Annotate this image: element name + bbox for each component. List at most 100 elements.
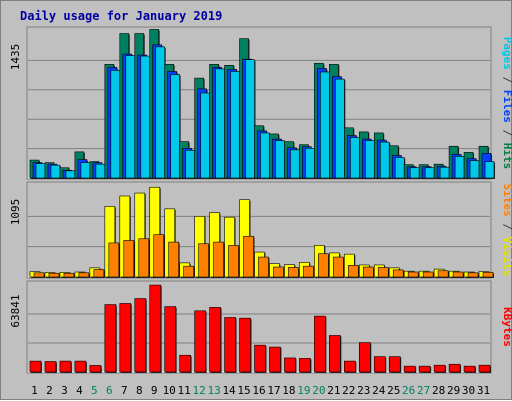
- bar-sites-day-3: [63, 272, 75, 278]
- bar-pages-day-28: [439, 166, 450, 179]
- bar-pages-day-1: [35, 163, 46, 179]
- bar-kbytes-day-30: [463, 365, 476, 373]
- x-tick-label-day-17: 17: [267, 384, 280, 397]
- x-tick-label-day-31: 31: [477, 384, 490, 397]
- bar-pages-day-8: [140, 55, 151, 179]
- bar-sites-day-7: [123, 240, 135, 278]
- bar-sites-day-6: [108, 242, 120, 278]
- bar-kbytes-day-6: [104, 304, 117, 373]
- bar-pages-day-22: [350, 137, 360, 179]
- legend-entry: Sites: [501, 184, 512, 217]
- bar-pages-day-20: [320, 71, 330, 179]
- x-tick-label-day-16: 16: [252, 384, 265, 397]
- bar-pages-day-6: [110, 70, 121, 179]
- bar-kbytes-day-14: [224, 317, 236, 373]
- x-tick-label-day-23: 23: [357, 384, 370, 397]
- x-tick-label-day-13: 13: [207, 384, 220, 397]
- chart-title: Daily usage for January 2019: [20, 9, 222, 23]
- bar-kbytes-day-21: [329, 335, 341, 373]
- bar-sites-day-24: [377, 267, 389, 278]
- bar-pages-day-2: [50, 164, 61, 179]
- bar-sites-day-25: [392, 269, 404, 278]
- bar-kbytes-day-29: [448, 363, 461, 373]
- x-tick-label-day-19: 19: [297, 384, 310, 397]
- bar-sites-day-16: [258, 256, 269, 278]
- legend-entry: KBytes: [501, 307, 512, 347]
- bar-kbytes-day-1: [29, 360, 42, 373]
- x-tick-label-day-22: 22: [342, 384, 355, 397]
- x-tick-label-day-10: 10: [163, 384, 176, 397]
- bar-pages-day-3: [65, 170, 76, 179]
- legend-entry: /: [501, 70, 512, 90]
- bar-kbytes-day-9: [149, 284, 162, 373]
- bar-sites-day-22: [348, 265, 359, 278]
- bar-sites-day-11: [183, 265, 194, 278]
- bar-pages-day-10: [170, 74, 181, 179]
- bar-kbytes-day-5: [89, 365, 102, 373]
- bar-pages-day-19: [305, 147, 315, 179]
- bar-sites-day-1: [33, 272, 45, 278]
- legend-entry: Hits: [501, 143, 512, 170]
- bar-pages-day-5: [95, 163, 106, 179]
- x-tick-label-day-2: 2: [46, 384, 53, 397]
- bar-kbytes-day-19: [299, 358, 311, 373]
- bar-pages-day-25: [394, 157, 405, 179]
- x-tick-label-day-28: 28: [432, 384, 445, 397]
- x-tick-label-day-29: 29: [447, 384, 460, 397]
- bar-pages-day-11: [185, 150, 195, 179]
- x-tick-label-day-1: 1: [31, 384, 38, 397]
- bar-sites-day-18: [288, 267, 299, 278]
- bar-kbytes-day-8: [134, 298, 147, 373]
- x-tick-label-day-18: 18: [282, 384, 295, 397]
- panel-hits-legend: Pages / Files / Hits: [501, 37, 512, 170]
- bar-sites-day-20: [318, 253, 329, 278]
- x-tick-label-day-6: 6: [106, 384, 113, 397]
- legend-entry: Files: [501, 90, 512, 123]
- bar-pages-day-4: [80, 162, 91, 179]
- bar-kbytes-day-23: [358, 342, 371, 373]
- bar-sites-day-17: [273, 266, 284, 278]
- bar-kbytes-day-4: [74, 360, 87, 373]
- x-tick-label-day-7: 7: [121, 384, 128, 397]
- bar-sites-day-23: [362, 266, 374, 278]
- bar-sites-day-21: [333, 256, 344, 278]
- x-tick-label-day-11: 11: [178, 384, 191, 397]
- bar-pages-day-24: [379, 141, 390, 179]
- bar-sites-day-27: [422, 271, 434, 278]
- bar-kbytes-day-2: [44, 361, 57, 373]
- bar-pages-day-30: [469, 160, 480, 179]
- legend-entry: /: [501, 123, 512, 143]
- legend-entry: Pages: [501, 37, 512, 70]
- legend-entry: Visits: [501, 237, 512, 277]
- bar-sites-day-9: [153, 234, 165, 278]
- x-tick-label-day-27: 27: [417, 384, 430, 397]
- bar-kbytes-day-10: [164, 306, 177, 373]
- bar-sites-day-29: [452, 271, 464, 278]
- bar-kbytes-day-25: [388, 356, 401, 373]
- bar-pages-day-17: [275, 140, 285, 179]
- bar-kbytes-day-12: [194, 310, 206, 373]
- bar-sites-day-30: [467, 272, 479, 278]
- bar-sites-day-8: [138, 238, 150, 278]
- bar-pages-day-14: [230, 71, 240, 179]
- bar-kbytes-day-15: [239, 317, 251, 373]
- bar-kbytes-day-3: [59, 360, 72, 373]
- x-tick-label-day-20: 20: [312, 384, 325, 397]
- bar-kbytes-day-22: [344, 360, 356, 373]
- bar-sites-day-13: [213, 241, 224, 278]
- bar-sites-day-28: [437, 270, 449, 278]
- bar-kbytes-day-27: [418, 365, 431, 373]
- bar-pages-day-27: [424, 167, 435, 179]
- legend-entry: /: [501, 217, 512, 237]
- bar-pages-day-12: [200, 92, 210, 179]
- bar-pages-day-26: [409, 167, 420, 179]
- bar-sites-day-15: [243, 235, 254, 278]
- bar-kbytes-day-18: [284, 357, 296, 373]
- bar-sites-day-19: [303, 265, 314, 278]
- panel-kbytes-max-label: 63841: [9, 294, 22, 327]
- panel-visits-max-label: 1095: [9, 199, 22, 226]
- panel-kbytes-legend: KBytes: [501, 307, 512, 347]
- x-tick-label-day-15: 15: [237, 384, 250, 397]
